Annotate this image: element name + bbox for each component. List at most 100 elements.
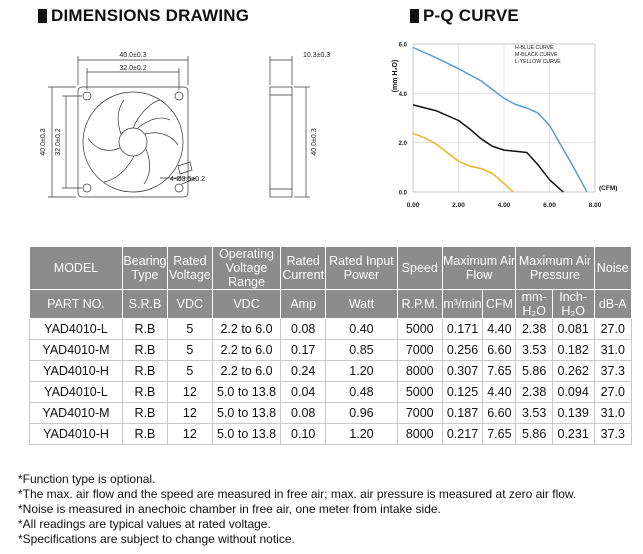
table-cell: 3.53 (515, 402, 553, 424)
dimensions-drawing-title: DIMENSIONS DRAWING (38, 6, 249, 26)
table-cell: 31.0 (593, 339, 632, 361)
x-tick-label: 0.00 (407, 202, 420, 209)
unit-header: PART NO. (28, 289, 124, 319)
fan-cable (177, 161, 193, 175)
table-cell: 0.08 (280, 402, 327, 424)
table-cell: 12 (166, 381, 213, 403)
legend-entry: H-BLUE CURVE (515, 45, 554, 51)
note-line: *The max. air flow and the speed are mea… (18, 487, 577, 501)
fan-blade (144, 132, 179, 146)
holes-label: 4-Ø3.5±0.2 (170, 176, 205, 183)
thickness-label: 10.3±0.3 (303, 52, 330, 59)
y-tick-label: 2.0 (399, 141, 408, 147)
table-cell: 2.2 to 6.0 (211, 318, 282, 340)
table-cell: 0.96 (325, 402, 398, 424)
table-cell: 5000 (396, 318, 443, 340)
table-row: YAD4010-H R.B 12 5.0 to 13.8 0.10 1.20 8000 0.2… (28, 423, 632, 445)
table-cell: YAD4010-M (28, 402, 124, 424)
outer-width-label: 40.0±0.3 (119, 52, 146, 59)
col-header-noise: Noise (593, 246, 632, 290)
fan-blade (137, 117, 171, 129)
table-cell: 7000 (396, 339, 443, 361)
unit-header: dB-A (593, 289, 632, 319)
table-cell: 2.2 to 6.0 (211, 339, 282, 361)
series-line-h-blue (412, 46, 588, 193)
dimensions-title-text: DIMENSIONS DRAWING (51, 6, 250, 25)
fan-housing-circle (82, 91, 184, 193)
table-cell: 0.187 (441, 402, 484, 424)
table-cell: 6.60 (482, 339, 517, 361)
table-cell: 0.182 (551, 339, 595, 361)
col-header-air-pressure: Maximum Air Pressure (515, 246, 595, 290)
table-cell: R.B (122, 339, 168, 361)
table-cell: 7.65 (482, 360, 517, 382)
col-header-air-flow: Maximum Air Flow (441, 246, 517, 290)
table-row: YAD4010-M R.B 12 5.0 to 13.8 0.08 0.96 7000 0.1… (28, 402, 632, 424)
y-tick-label: 0.0 (399, 191, 408, 197)
table-cell: 5.86 (515, 423, 553, 445)
table-cell: 7000 (396, 402, 443, 424)
series-line-l-yellow (412, 132, 514, 193)
table-cell: 5 (166, 339, 213, 361)
pq-title-text: P-Q CURVE (423, 6, 519, 25)
unit-header: S.R.B (122, 289, 168, 319)
table-cell: 3.53 (515, 339, 553, 361)
x-axis-label: (CFM) (599, 185, 617, 192)
table-cell: 0.40 (325, 318, 398, 340)
col-header-input-power: Rated Input Power (325, 246, 398, 290)
notes: *Function type is optional. *The max. ai… (18, 472, 576, 547)
mount-hole (174, 183, 184, 193)
hole-spacing-v-label: 32.0±0.2 (55, 128, 62, 155)
table-row: YAD4010-H R.B 5 2.2 to 6.0 0.24 1.20 8000 0.307… (28, 360, 632, 382)
mount-hole (82, 91, 92, 101)
table-cell: 0.10 (280, 423, 327, 445)
mount-hole (82, 183, 92, 193)
outer-height-label: 40.0±0.3 (40, 128, 47, 155)
table-cell: R.B (122, 360, 168, 382)
table-row: YAD4010-M R.B 5 2.2 to 6.0 0.17 0.85 7000 0.256… (28, 339, 632, 361)
table-cell: 5 (166, 360, 213, 382)
table-cell: 2.38 (515, 318, 553, 340)
table-cell: 0.094 (551, 381, 595, 403)
table-cell: R.B (122, 381, 168, 403)
table-cell: 0.125 (441, 381, 484, 403)
fan-hub-circle (118, 127, 148, 157)
table-cell: 0.231 (551, 423, 595, 445)
table-cell: 8000 (396, 360, 443, 382)
table-cell: 2.38 (515, 381, 553, 403)
series-line-m-black (412, 104, 564, 193)
table-cell: 0.139 (551, 402, 595, 424)
table-cell: R.B (122, 318, 168, 340)
col-header-model: MODEL (28, 246, 124, 290)
pq-curve-title: P-Q CURVE (410, 6, 519, 26)
fan-blade (103, 155, 135, 183)
table-cell: 0.081 (551, 318, 595, 340)
table-cell: 4.40 (482, 381, 517, 403)
hole-spacing-label: 32.0±0.2 (119, 65, 146, 72)
table-cell: 0.08 (280, 318, 327, 340)
dimensions-drawing: 40.0±0.3 32.0±0.2 40.0±0.3 32.0±0.2 4-Ø3… (40, 52, 330, 198)
table-row: YAD4010-L R.B 12 5.0 to 13.8 0.04 0.48 5000 0.1… (28, 381, 632, 403)
note-line: *Specifications are subject to change wi… (18, 532, 295, 546)
pq-chart: 6.0 4.0 2.0 0.0 0.00 2.00 4.00 6.00 8.00 (mm H₂O)… (392, 43, 617, 210)
x-tick-label: 8.00 (589, 202, 602, 209)
table-cell: R.B (122, 423, 168, 445)
table-cell: 8000 (396, 423, 443, 445)
table-cell: 0.24 (280, 360, 327, 382)
fan-frame-outline (77, 86, 189, 198)
table-unit-row: PART NO. S.R.B VDC VDC Amp Watt R.P.M. m… (28, 289, 632, 319)
table-cell: 4.40 (482, 318, 517, 340)
table-cell: YAD4010-L (28, 318, 124, 340)
table-cell: YAD4010-M (28, 339, 124, 361)
x-tick-label: 6.00 (543, 202, 556, 209)
spec-table: MODEL Bearing Type Rated Voltage Operati… (28, 246, 632, 445)
unit-header: VDC (166, 289, 213, 319)
note-line: *Noise is measured in anechoic chamber i… (18, 502, 441, 516)
unit-header: Amp (280, 289, 327, 319)
table-cell: 6.60 (482, 402, 517, 424)
table-cell: 0.262 (551, 360, 595, 382)
col-header-rated-voltage: Rated Voltage (166, 246, 213, 290)
table-cell: 0.17 (280, 339, 327, 361)
col-header-voltage-range: Operating Voltage Range (211, 246, 282, 290)
table-cell: 7.65 (482, 423, 517, 445)
